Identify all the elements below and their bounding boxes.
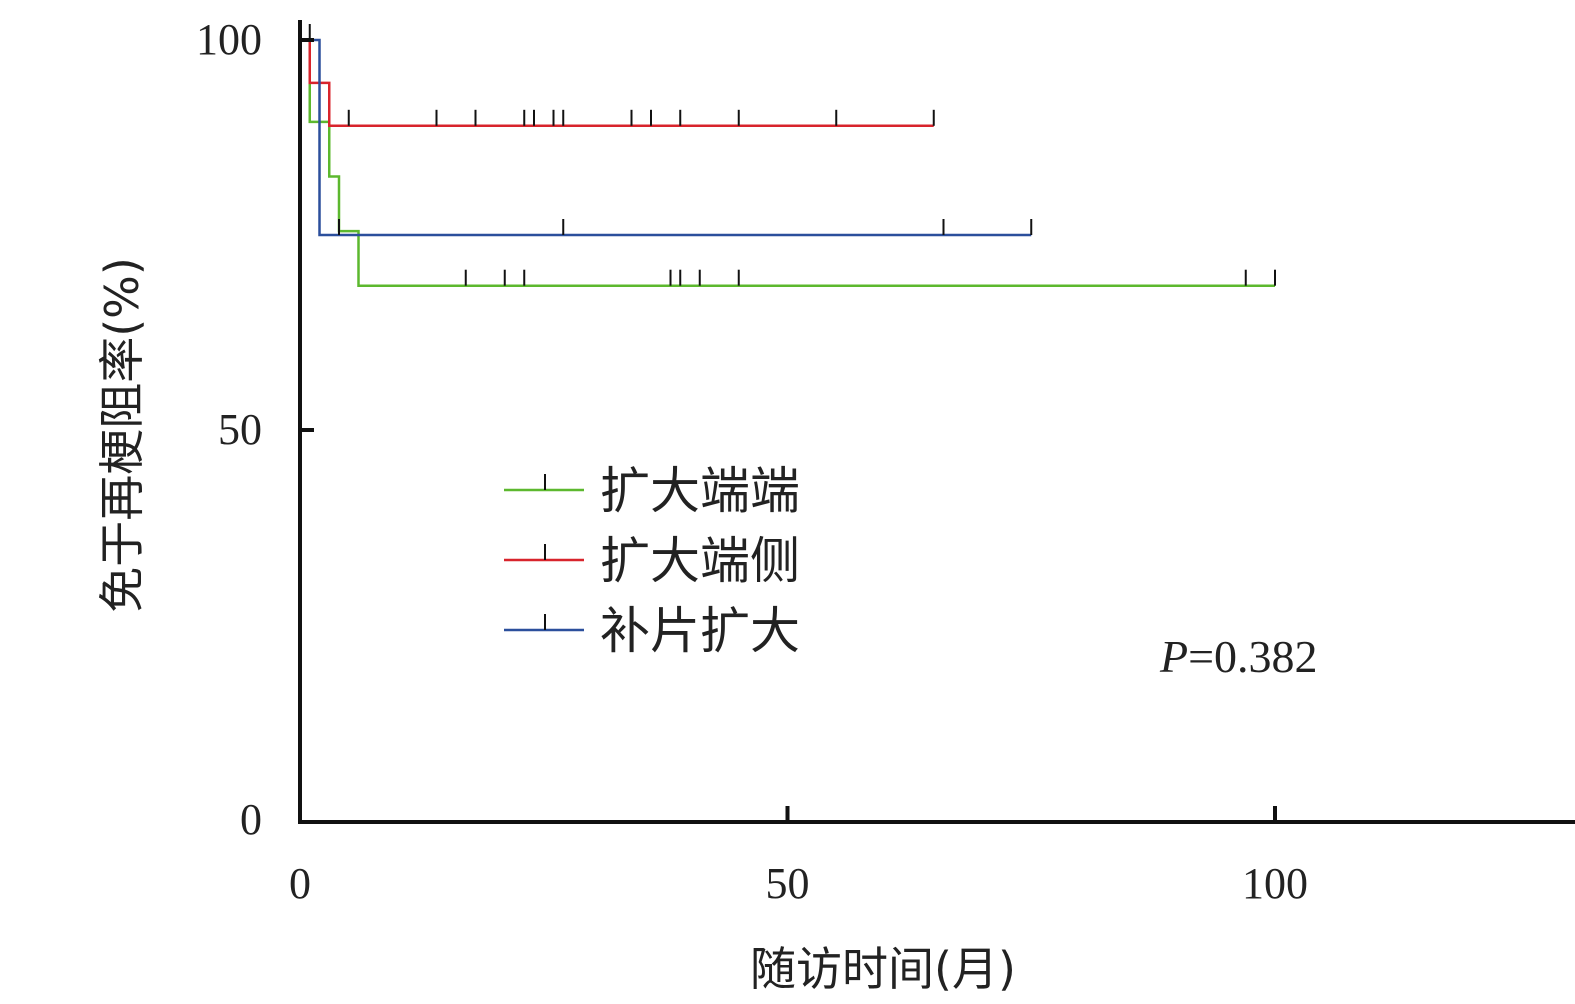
legend-label: 补片扩大 [600, 602, 800, 660]
y-tick-label: 0 [240, 795, 262, 844]
x-axis-title: 随访时间(月) [750, 942, 1016, 996]
y-axis-title: 免于再梗阻率(%) [95, 257, 149, 613]
series-2 [300, 38, 935, 128]
y-tick-label: 50 [218, 405, 262, 454]
p-value-annotation: P=0.382 [1159, 631, 1318, 682]
y-tick-label: 100 [196, 15, 262, 64]
p-label: P [1159, 631, 1188, 682]
axes: 0 50 100 0 50 100 [196, 15, 1575, 908]
legend-label: 扩大端端 [600, 462, 800, 520]
x-tick-label: 0 [289, 859, 311, 908]
series-3-curve [300, 38, 1032, 237]
legend-label: 扩大端侧 [600, 532, 800, 590]
labels: 随访时间(月) 免于再梗阻率(%) P=0.382 [95, 257, 1318, 996]
series-layer [300, 24, 1276, 287]
p-value: =0.382 [1188, 631, 1317, 682]
series-2-curve [300, 38, 934, 128]
series-1-curve [300, 38, 1275, 287]
legend-item-3: 补片扩大 [504, 602, 800, 660]
legend-item-1: 扩大端端 [504, 462, 800, 520]
legend-item-2: 扩大端侧 [504, 532, 800, 590]
series-1 [300, 38, 1276, 287]
x-tick-label: 50 [766, 859, 810, 908]
series-3 [300, 24, 1033, 237]
x-tick-label: 100 [1242, 859, 1308, 908]
